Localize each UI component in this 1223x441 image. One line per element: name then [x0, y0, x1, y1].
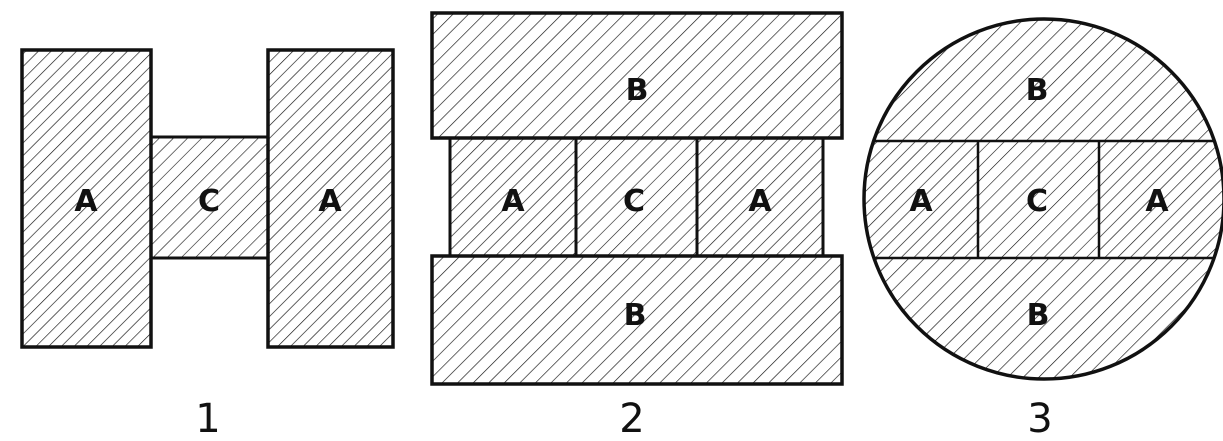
fig2-label-c: C — [623, 184, 645, 219]
fig1-region-a-left — [20, 48, 153, 349]
figure-1: A C A 1 — [20, 48, 395, 441]
fig1-region-c — [149, 135, 270, 260]
fig3-label-b-bottom: B — [1027, 298, 1050, 333]
fig3-label-a-left: A — [909, 184, 933, 219]
fig1-label-c: C — [198, 184, 220, 219]
fig3-label-c: C — [1026, 184, 1048, 219]
figure-2-number: 2 — [619, 396, 644, 441]
fig1-label-a-right: A — [318, 184, 342, 219]
fig3-label-a-right: A — [1145, 184, 1169, 219]
fig2-region-b-top — [430, 11, 844, 140]
fig3-region-a-left — [864, 141, 978, 258]
figure-3-number: 3 — [1027, 396, 1052, 441]
fig2-region-b-bottom — [430, 254, 844, 386]
figure-1-number: 1 — [195, 396, 220, 441]
fig2-label-b-top: B — [626, 73, 649, 108]
fig2-label-b-bottom: B — [624, 298, 647, 333]
fig2-label-a-right: A — [748, 184, 772, 219]
figure-3: B A C A B 3 — [862, 17, 1223, 441]
fig1-label-a-left: A — [74, 184, 98, 219]
fig3-circle-outline — [862, 17, 1223, 381]
figure-2: B A C A B 2 — [430, 11, 844, 441]
fig3-region-a-right — [1099, 141, 1223, 258]
fig2-region-c — [574, 136, 699, 258]
fig3-region-c — [978, 141, 1099, 258]
fig1-region-a-right — [266, 48, 395, 349]
fig3-label-b-top: B — [1026, 73, 1049, 108]
fig2-label-a-left: A — [501, 184, 525, 219]
